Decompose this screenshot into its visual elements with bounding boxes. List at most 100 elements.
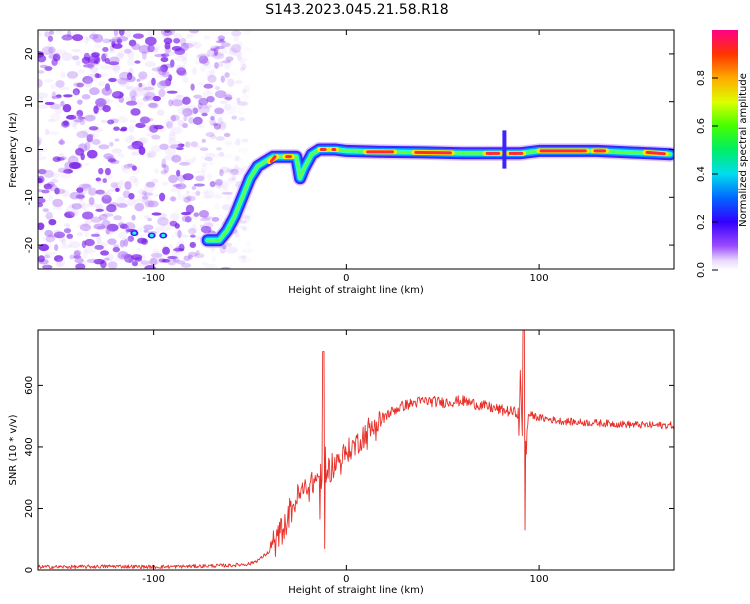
y-tick-label: 0 — [24, 567, 35, 573]
noise-blob — [64, 228, 71, 233]
noise-blob — [120, 240, 125, 248]
noise-blob — [138, 227, 143, 232]
noise-blob — [137, 248, 141, 252]
noise-blob — [167, 256, 178, 259]
noise-blob — [64, 223, 70, 227]
noise-blob — [201, 261, 207, 265]
noise-blob — [203, 216, 212, 219]
noise-blob — [98, 168, 103, 175]
noise-blob — [34, 156, 43, 160]
noise-blob — [96, 178, 103, 185]
noise-blob — [242, 94, 249, 100]
noise-blob — [42, 52, 52, 55]
noise-blob — [201, 173, 206, 178]
noise-blob — [193, 95, 202, 99]
noise-blob — [53, 206, 63, 211]
y-tick-label: 600 — [24, 376, 35, 395]
noise-blob — [237, 41, 243, 48]
noise-blob — [235, 138, 240, 145]
noise-blob — [40, 65, 48, 68]
noise-blob — [102, 213, 113, 217]
noise-blob — [84, 162, 89, 166]
noise-blob — [59, 138, 63, 145]
noise-blob — [35, 79, 43, 88]
noise-blob — [46, 252, 57, 255]
noise-blob — [125, 136, 136, 144]
noise-blob — [167, 91, 178, 94]
noise-blob — [89, 126, 99, 130]
noise-blob — [44, 79, 53, 82]
noise-blob — [220, 101, 228, 104]
noise-blob — [196, 54, 205, 60]
noise-blob — [190, 83, 194, 90]
noise-blob — [229, 81, 239, 84]
colorbar: 0.00.20.40.60.8 Normalized spectral ampl… — [696, 30, 749, 278]
noise-blob — [52, 199, 63, 207]
noise-blob — [60, 72, 66, 79]
noise-blob — [51, 113, 60, 122]
noise-blob — [75, 148, 84, 156]
noise-blob — [148, 201, 157, 206]
noise-blob — [64, 167, 69, 174]
noise-blob — [209, 159, 214, 165]
noise-blob — [82, 203, 88, 212]
ridge-blob-core — [161, 234, 165, 237]
noise-blob — [224, 196, 230, 200]
noise-blob — [200, 64, 205, 72]
noise-blob — [152, 67, 162, 71]
noise-blob — [169, 133, 177, 140]
noise-blob — [244, 28, 251, 35]
noise-blob — [176, 240, 184, 249]
noise-blob — [73, 83, 80, 87]
noise-blob — [185, 141, 190, 147]
noise-blob — [178, 70, 187, 76]
noise-blob — [221, 123, 226, 128]
colorbar-tick-label: 0.6 — [696, 118, 707, 134]
noise-blob — [139, 146, 146, 155]
x-tick-label: 0 — [343, 574, 349, 585]
noise-blob — [38, 255, 45, 262]
noise-blob — [117, 197, 126, 205]
noise-blob — [218, 61, 223, 67]
x-tick-label: 0 — [343, 273, 349, 284]
noise-blob — [240, 67, 245, 72]
noise-blob — [242, 138, 249, 142]
noise-blob — [196, 124, 205, 128]
noise-blob — [169, 221, 177, 227]
noise-blob — [183, 43, 194, 48]
noise-blob — [158, 89, 165, 97]
noise-blob — [130, 108, 140, 116]
noise-blob — [119, 232, 127, 240]
noise-blob — [89, 73, 98, 81]
ridge-layer — [208, 150, 670, 241]
y-tick-label: 0 — [24, 146, 35, 152]
y-tick-label: -20 — [24, 237, 35, 253]
noise-blob — [100, 250, 109, 255]
noise-blob — [210, 135, 216, 140]
x-tick-label: -100 — [142, 574, 165, 585]
noise-blob — [157, 109, 164, 116]
noise-blob — [62, 52, 73, 61]
noise-blob — [235, 157, 243, 162]
noise-blob — [215, 203, 220, 209]
noise-blob — [49, 172, 60, 178]
noise-blob — [203, 35, 209, 39]
noise-blob — [237, 52, 243, 60]
noise-blob — [108, 78, 117, 82]
noise-blob — [239, 101, 249, 106]
noise-blob — [115, 138, 120, 141]
noise-blob — [193, 117, 203, 125]
noise-blob — [152, 179, 159, 184]
noise-blob — [105, 168, 111, 175]
noise-blob — [198, 82, 203, 86]
noise-blob — [202, 195, 213, 199]
noise-blob — [152, 255, 162, 264]
noise-blob — [108, 158, 116, 162]
noise-blob — [93, 105, 98, 114]
noise-blob — [191, 192, 201, 195]
noise-blob — [55, 80, 64, 88]
noise-blob — [157, 217, 169, 226]
noise-blob — [117, 78, 127, 85]
